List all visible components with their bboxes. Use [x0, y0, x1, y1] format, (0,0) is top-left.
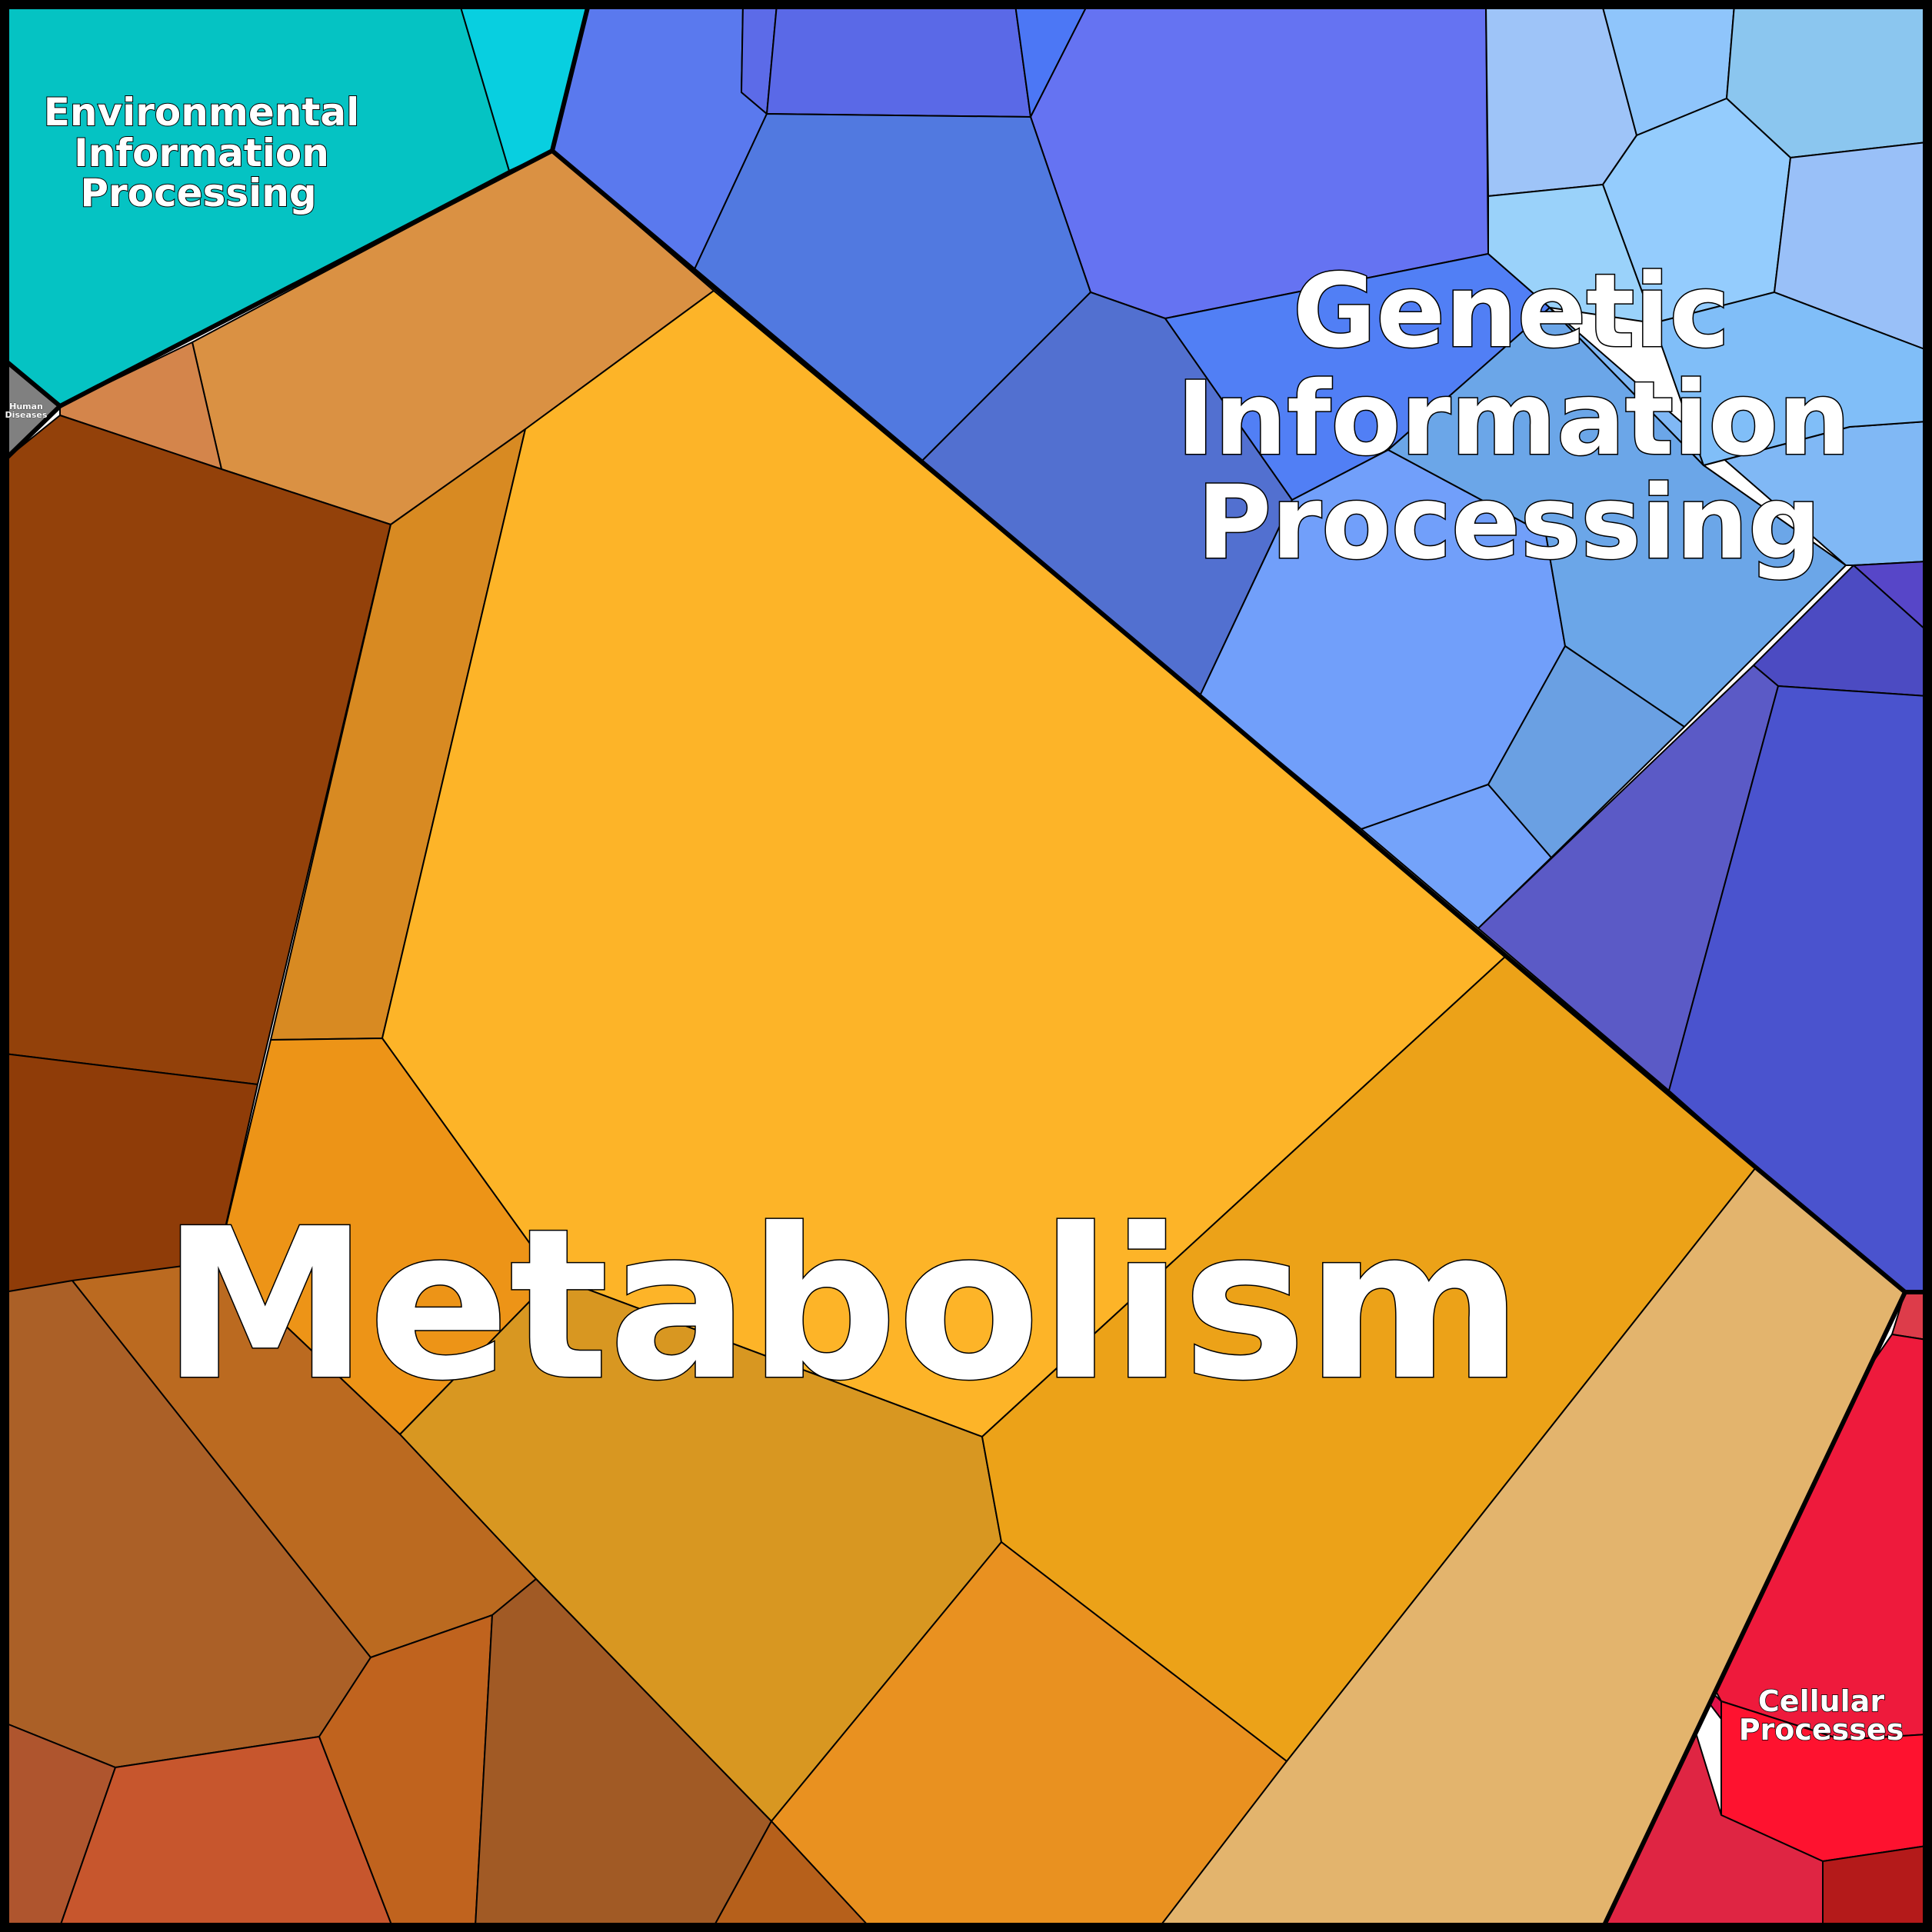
category-genetic: [551, 4, 1927, 1293]
cell[interactable]: [1487, 645, 1685, 858]
environmental-information-processing-label: Environmental Information Processing: [43, 89, 360, 216]
label-line: Cellular: [1758, 1684, 1884, 1718]
label-line: Human: [9, 401, 43, 411]
category-borders: [2, 4, 1927, 1928]
category-metabolism: [4, 150, 1906, 1927]
cell[interactable]: [1487, 184, 1654, 324]
label-line: Processing: [1197, 464, 1820, 582]
label-line: Environmental: [44, 90, 359, 135]
label-line: Information: [1177, 360, 1850, 478]
label-line: Genetic: [1293, 252, 1730, 371]
human-diseases-label: Human Diseases: [5, 401, 48, 420]
label-line: Information: [74, 131, 329, 175]
label-line: Diseases: [5, 410, 48, 420]
cellular-processes-label: Cellular Processes: [1738, 1684, 1904, 1747]
label-line: Processing: [80, 171, 316, 215]
cell[interactable]: [766, 4, 1031, 118]
metabolism-label: Metabolism: [162, 1184, 1523, 1426]
label-line: Processes: [1739, 1713, 1904, 1747]
genetic-information-processing-label: Genetic Information Processing: [1176, 251, 1852, 584]
